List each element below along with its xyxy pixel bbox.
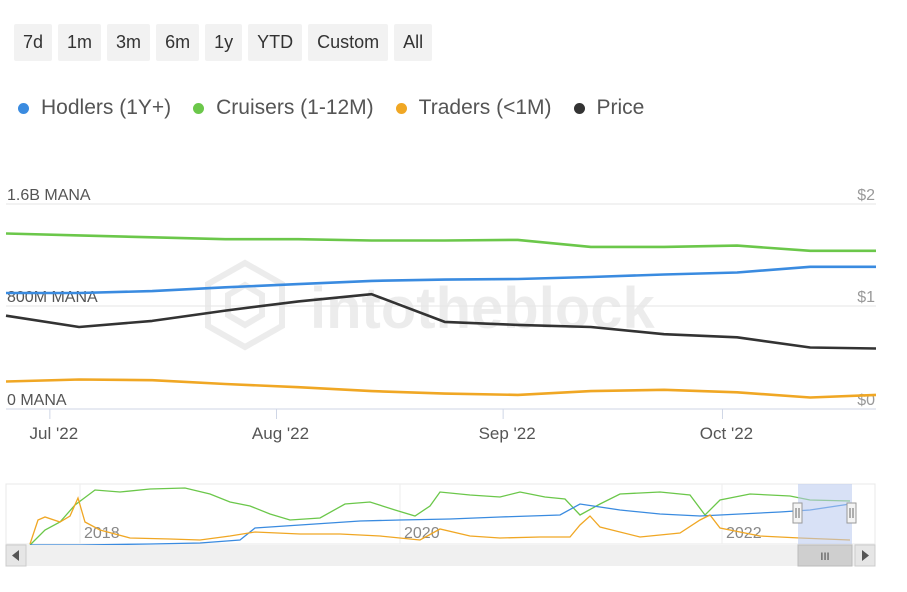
scrollbar-thumb[interactable] — [797, 544, 853, 567]
x-tick-label: Aug '22 — [252, 424, 309, 443]
legend-item-hodlers[interactable]: Hodlers (1Y+) — [18, 96, 171, 120]
range-selector: 7d 1m 3m 6m 1y YTD Custom All — [14, 24, 433, 61]
range-7d-button[interactable]: 7d — [14, 24, 53, 61]
y-axis-right: $2 $1 $0 — [857, 187, 875, 409]
y-left-tick-label: 800M MANA — [7, 289, 98, 306]
legend-label-price: Price — [596, 96, 645, 119]
legend-label-traders: Traders (<1M) — [418, 96, 552, 119]
navigator: 2018 2020 2022 — [5, 483, 876, 546]
series-line-hodlers — [6, 265, 876, 295]
range-all-button[interactable]: All — [394, 24, 433, 61]
series-line-price — [5, 292, 877, 350]
range-1m-button[interactable]: 1m — [58, 24, 102, 61]
legend-marker-traders — [395, 102, 407, 114]
scrollbar-track[interactable] — [6, 545, 875, 566]
x-tick-label: Sep '22 — [479, 424, 536, 443]
series-line-cruisers — [5, 232, 876, 253]
legend-item-traders[interactable]: Traders (<1M) — [395, 96, 552, 120]
navigator-right-handle[interactable] — [846, 502, 857, 524]
legend-marker-hodlers — [18, 102, 29, 114]
chevron-right-icon — [862, 550, 869, 561]
range-3m-button[interactable]: 3m — [107, 24, 151, 61]
legend-marker-price — [573, 102, 585, 114]
navigator-year-label: 2022 — [726, 525, 762, 542]
navigator-hodlers-line — [30, 503, 851, 546]
legend-label-cruisers: Cruisers (1-12M) — [216, 96, 374, 119]
scrollbar-grip-icon: III — [820, 551, 829, 563]
series-line-traders — [5, 378, 877, 399]
x-axis: Jul '22 Aug '22 Sep '22 Oct '22 — [30, 409, 753, 443]
watermark-text: intotheblock — [310, 276, 656, 341]
y-right-tick-label: $1 — [857, 289, 875, 306]
legend-marker-cruisers — [193, 102, 205, 114]
y-right-tick-label: $2 — [857, 187, 875, 204]
navigator-year-label: 2018 — [84, 525, 120, 542]
y-axis-left: 1.6B MANA 800M MANA 0 MANA — [7, 187, 98, 409]
range-ytd-button[interactable]: YTD — [248, 24, 303, 61]
chevron-left-icon — [12, 550, 19, 561]
navigator-cruisers-line — [29, 487, 851, 546]
range-custom-button[interactable]: Custom — [308, 24, 389, 61]
range-6m-button[interactable]: 6m — [156, 24, 200, 61]
legend-item-cruisers[interactable]: Cruisers (1-12M) — [193, 96, 374, 120]
x-tick-label: Jul '22 — [30, 424, 79, 443]
legend-item-price[interactable]: Price — [573, 96, 645, 120]
gridlines — [6, 203, 876, 410]
range-1y-button[interactable]: 1y — [205, 24, 243, 61]
navigator-year-label: 2020 — [404, 525, 440, 542]
navigator-scrollbar: III — [5, 544, 876, 567]
navigator-traders-line — [29, 496, 851, 545]
legend-label-hodlers: Hodlers (1Y+) — [41, 96, 172, 119]
series-layer — [5, 232, 877, 399]
navigator-selection[interactable] — [798, 484, 852, 544]
chart-legend: Hodlers (1Y+) Cruisers (1-12M) Traders (… — [18, 96, 644, 120]
watermark: intotheblock — [205, 259, 656, 351]
y-left-tick-label: 0 MANA — [7, 392, 67, 409]
y-left-tick-label: 1.6B MANA — [7, 187, 91, 204]
navigator-left-handle[interactable] — [792, 502, 803, 524]
x-tick-label: Oct '22 — [700, 424, 753, 443]
